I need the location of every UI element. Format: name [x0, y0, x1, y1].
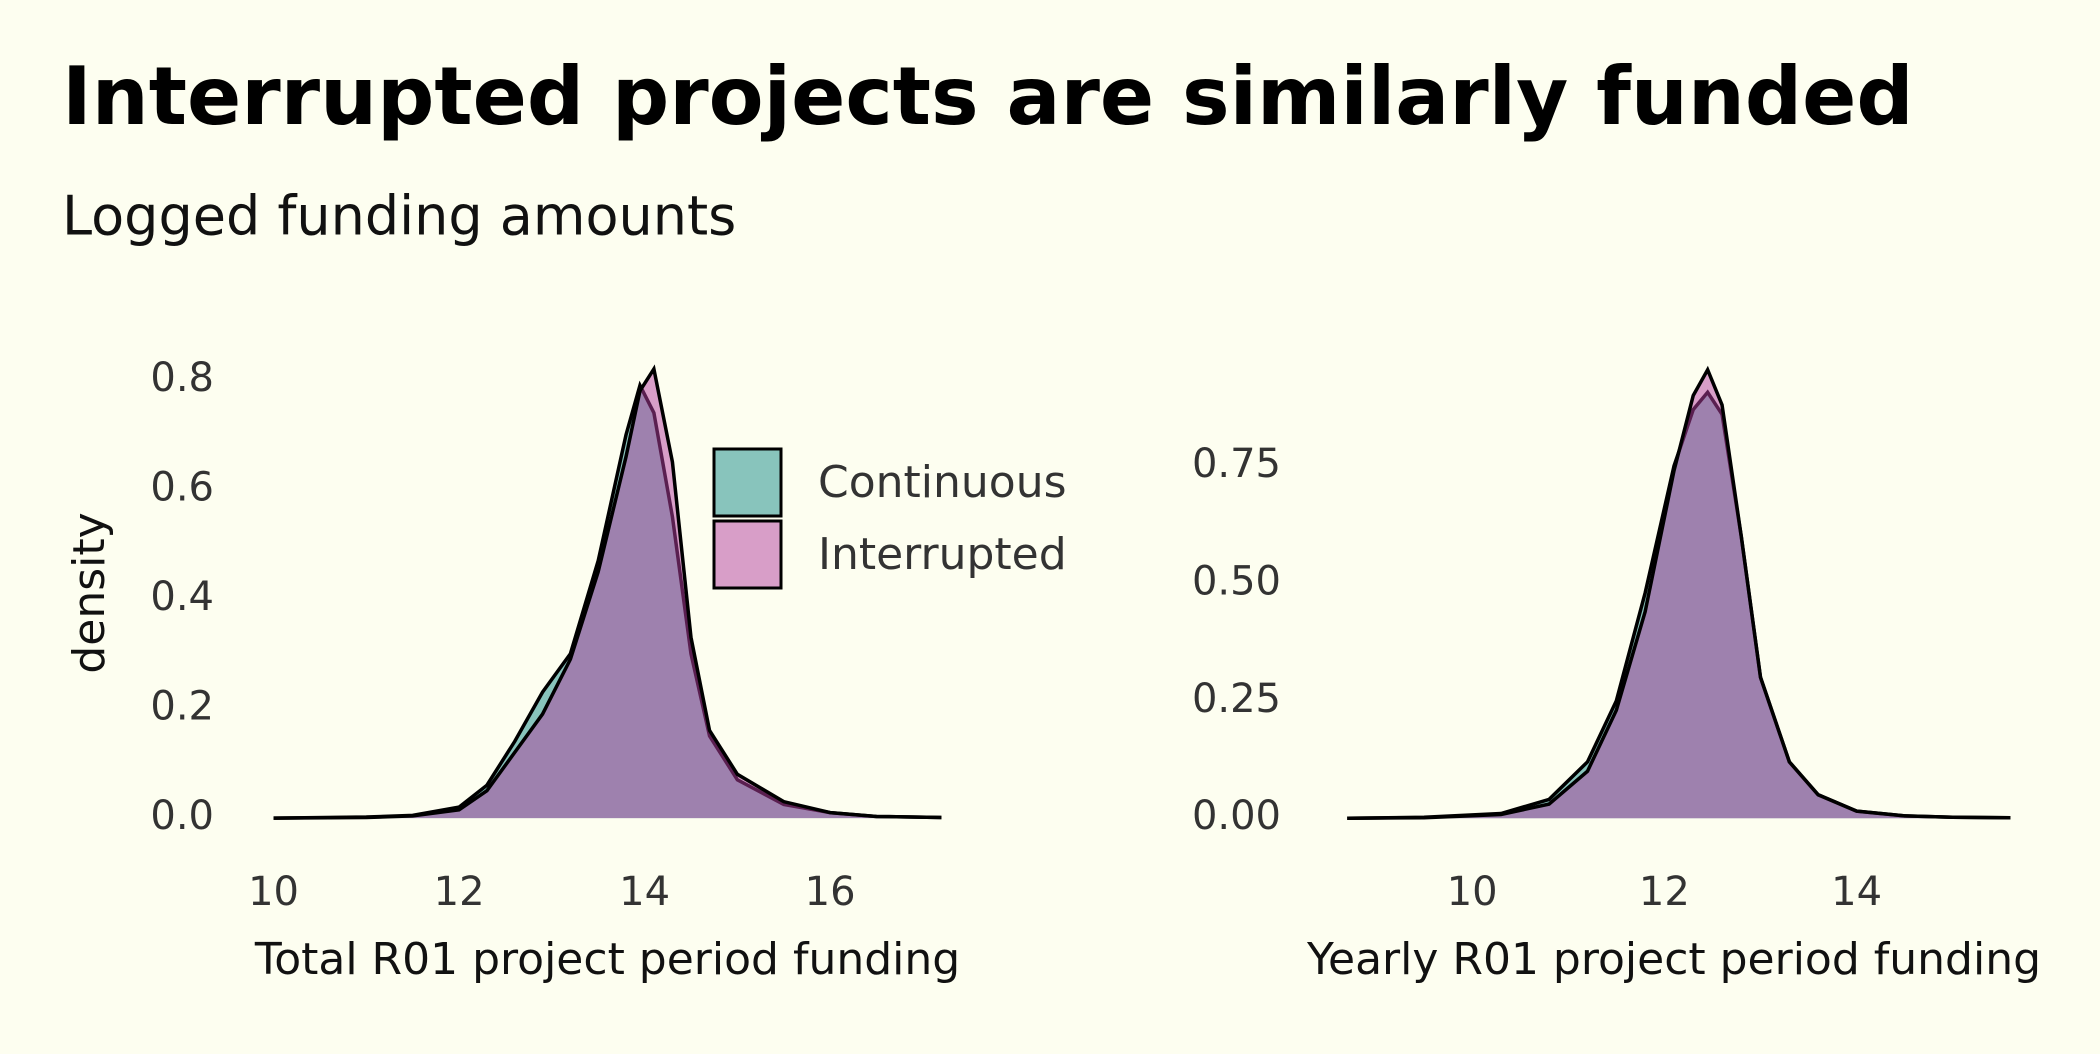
- y-tick-label: 0.75: [1192, 441, 1281, 487]
- x-tick-label: 12: [1639, 869, 1690, 915]
- chart-subtitle: Logged funding amounts: [62, 185, 736, 248]
- y-tick-label: 0.6: [150, 464, 214, 510]
- legend-label: Interrupted: [818, 529, 1067, 580]
- x-tick-label: 16: [805, 869, 856, 915]
- density-line: [1347, 365, 2011, 820]
- x-axis-title: Total R01 project period funding: [254, 934, 960, 985]
- y-tick-label: 0.00: [1192, 793, 1281, 839]
- x-axis-title: Yearly R01 project period funding: [1306, 934, 2041, 985]
- x-tick-label: 14: [619, 869, 670, 915]
- y-tick-label: 0.4: [150, 574, 214, 620]
- y-tick-label: 0.25: [1192, 676, 1281, 722]
- y-tick-label: 0.8: [150, 355, 214, 401]
- density-area: [273, 368, 942, 819]
- x-tick-label: 12: [434, 869, 485, 915]
- y-tick-label: 0.2: [150, 684, 214, 730]
- x-tick-label: 10: [248, 869, 299, 915]
- legend-key: [712, 519, 783, 590]
- y-axis-title: density: [64, 512, 115, 673]
- density-line: [273, 364, 942, 820]
- legend-label: Continuous: [818, 457, 1067, 508]
- x-tick-label: 10: [1447, 869, 1498, 915]
- y-tick-label: 0.0: [150, 793, 214, 839]
- legend-key: [712, 447, 783, 518]
- y-tick-label: 0.50: [1192, 558, 1281, 604]
- chart-title: Interrupted projects are similarly funde…: [62, 50, 1914, 143]
- density-area: [1347, 369, 2011, 819]
- x-tick-label: 14: [1831, 869, 1882, 915]
